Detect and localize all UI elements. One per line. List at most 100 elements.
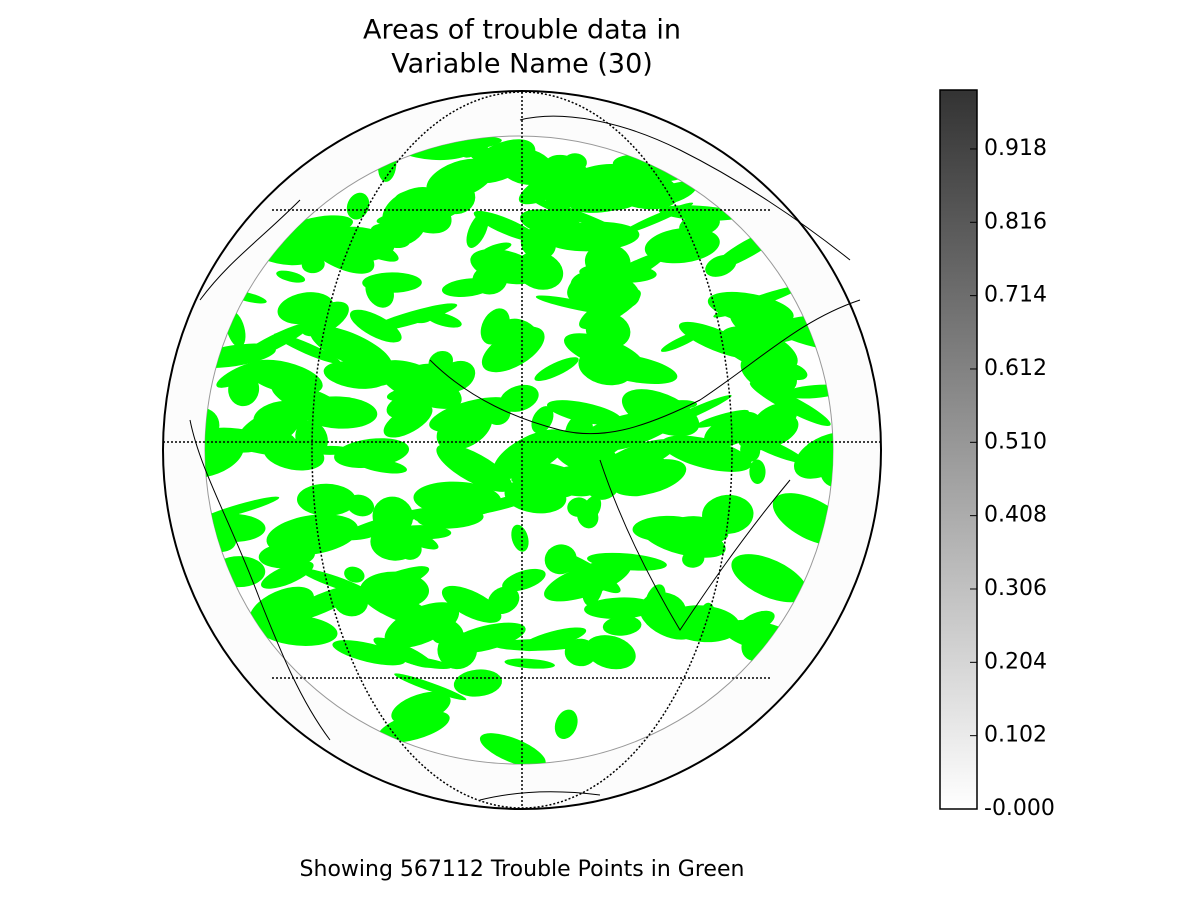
trouble-blob — [720, 326, 798, 372]
trouble-blob — [441, 585, 502, 623]
trouble-points — [205, 136, 833, 764]
colorbar-tick-label: 0.408 — [984, 503, 1047, 528]
trouble-blob — [547, 400, 622, 426]
trouble-blob — [467, 139, 536, 184]
trouble-blob — [602, 615, 642, 636]
colorbar-tick-label: 0.816 — [984, 209, 1047, 234]
trouble-blob — [738, 610, 775, 633]
trouble-blob — [383, 403, 433, 438]
colorbar-tick-label: 0.612 — [984, 356, 1047, 381]
trouble-blob — [577, 504, 599, 529]
trouble-blob — [346, 494, 375, 517]
trouble-blob — [386, 387, 420, 401]
trouble-blob — [534, 465, 594, 500]
trouble-blob — [695, 409, 749, 428]
colorbar — [939, 89, 978, 810]
trouble-blob — [479, 733, 546, 764]
trouble-blob — [578, 348, 634, 386]
coastline — [519, 115, 851, 261]
trouble-blob — [702, 494, 754, 534]
trouble-blob — [345, 507, 435, 535]
trouble-blob — [391, 691, 451, 725]
trouble-blob — [749, 381, 831, 426]
coastline — [479, 791, 601, 801]
trouble-blob — [236, 322, 312, 363]
colorbar-tick-label: 0.714 — [984, 283, 1047, 308]
trouble-blob — [737, 412, 799, 451]
trouble-blob — [620, 202, 694, 235]
trouble-blob — [412, 363, 468, 390]
trouble-blob — [660, 330, 703, 352]
trouble-blob — [276, 270, 306, 283]
trouble-blob — [275, 390, 365, 417]
trouble-blob — [370, 223, 411, 249]
trouble-blob — [554, 709, 578, 739]
trouble-blob — [661, 435, 752, 472]
trouble-blob — [413, 481, 502, 517]
title-line: Areas of trouble data in — [363, 15, 681, 46]
trouble-blob — [274, 333, 341, 364]
trouble-blob — [296, 483, 357, 516]
trouble-blob — [749, 459, 766, 485]
trouble-blob — [283, 584, 360, 623]
colorbar-tick-label: -0.000 — [984, 796, 1055, 821]
colorbar-tick-label: 0.306 — [984, 576, 1047, 601]
trouble-blob — [504, 658, 555, 669]
trouble-blob — [261, 561, 314, 589]
trouble-blob — [216, 361, 263, 388]
trouble-blob — [705, 254, 737, 277]
trouble-blob — [585, 635, 636, 670]
trouble-blob — [446, 622, 526, 654]
trouble-blob — [399, 656, 452, 670]
trouble-blob — [205, 436, 244, 478]
trouble-blob — [310, 326, 392, 372]
colorbar-tick-label: 0.204 — [984, 649, 1047, 674]
trouble-blob — [484, 399, 511, 426]
trouble-blob — [570, 270, 640, 311]
trouble-blob — [522, 173, 583, 205]
colorbar-tick-label: 0.918 — [984, 136, 1047, 161]
colorbar-tick-label: 0.510 — [984, 429, 1047, 454]
trouble-blob — [346, 192, 370, 220]
trouble-blob — [600, 164, 621, 187]
trouble-blob — [520, 627, 587, 652]
trouble-blob — [441, 278, 493, 297]
trouble-blob — [453, 669, 503, 697]
trouble-blob — [430, 136, 502, 153]
trouble-blob — [332, 640, 406, 666]
meridian — [311, 91, 733, 809]
colorbar-ticks: -0.000 0.102 0.204 0.306 0.408 0.510 0.612 0.71… — [970, 136, 1055, 821]
trouble-blob — [340, 231, 399, 262]
trouble-blob — [731, 554, 808, 603]
trouble-blob — [368, 303, 458, 332]
trouble-blob — [298, 294, 317, 321]
trouble-blob — [300, 301, 349, 337]
trouble-blob — [793, 432, 833, 479]
trouble-blob — [511, 524, 529, 552]
trouble-blob — [647, 181, 697, 206]
trouble-blob — [502, 568, 546, 592]
title-line: Variable Name (30) — [391, 49, 653, 80]
trouble-blob — [585, 312, 631, 349]
trouble-blob — [820, 458, 833, 488]
trouble-blob — [365, 274, 394, 308]
colorbar-tick-label: 0.102 — [984, 723, 1047, 748]
coastlines — [189, 115, 861, 801]
trouble-blob — [246, 359, 323, 395]
trouble-blob — [397, 537, 422, 560]
trouble-blob — [582, 569, 604, 606]
trouble-blob — [595, 439, 677, 478]
trouble-blob — [705, 532, 729, 545]
graticule — [163, 91, 881, 809]
trouble-blob — [394, 673, 467, 701]
trouble-blob — [531, 198, 620, 233]
trouble-blob — [480, 308, 510, 345]
trouble-blob — [334, 438, 410, 469]
trouble-blob — [493, 429, 569, 479]
trouble-blob — [432, 177, 476, 215]
trouble-blob — [299, 568, 372, 596]
trouble-blob — [511, 474, 545, 484]
trouble-blob — [436, 443, 513, 492]
coastline — [189, 199, 331, 741]
